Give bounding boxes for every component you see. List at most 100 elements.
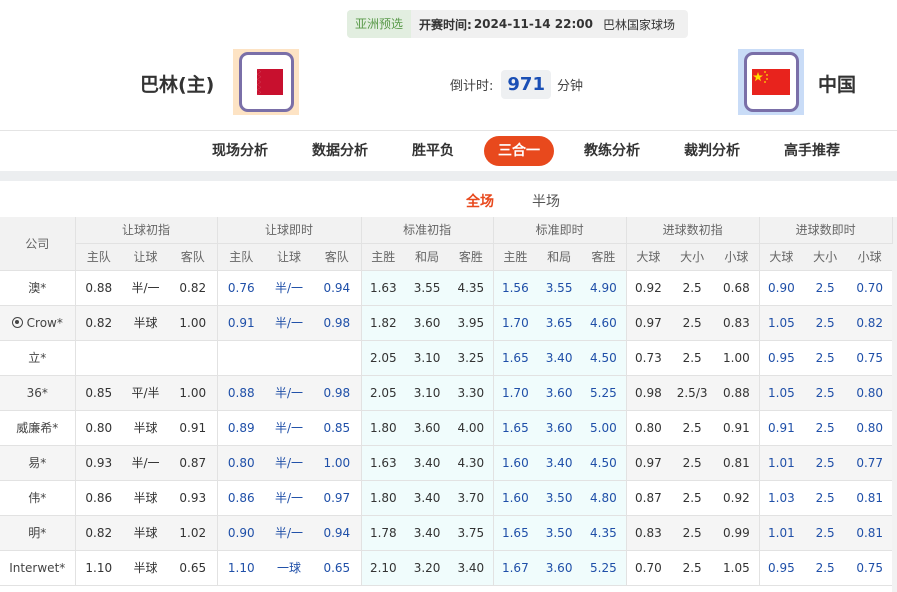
odds-cell[interactable]: 1.65: [492, 340, 538, 376]
odds-cell[interactable]: 0.76: [216, 270, 266, 306]
odds-cell[interactable]: 0.83: [625, 515, 671, 551]
company-cell[interactable]: Interwet*: [0, 550, 75, 586]
odds-cell[interactable]: 2.5: [803, 270, 848, 306]
odds-cell[interactable]: 半/一: [265, 270, 314, 306]
odds-cell[interactable]: 半/一: [265, 445, 314, 481]
odds-cell[interactable]: 0.95: [758, 550, 804, 586]
odds-cell[interactable]: 0.92: [625, 270, 671, 306]
odds-cell[interactable]: [169, 340, 218, 376]
odds-cell[interactable]: 0.80: [216, 445, 266, 481]
odds-cell[interactable]: 0.94: [313, 515, 362, 551]
odds-cell[interactable]: 半/一: [265, 480, 314, 516]
away-team-name[interactable]: 中国: [818, 74, 857, 96]
odds-cell[interactable]: 3.60: [537, 550, 582, 586]
odds-cell[interactable]: 0.93: [169, 480, 218, 516]
odds-cell[interactable]: 3.50: [537, 515, 582, 551]
odds-cell[interactable]: 半/一: [265, 375, 314, 411]
odds-cell[interactable]: [216, 340, 266, 376]
odds-cell[interactable]: 0.98: [313, 375, 362, 411]
odds-cell[interactable]: 2.5: [670, 340, 715, 376]
odds-cell[interactable]: 3.70: [449, 480, 494, 516]
odds-cell[interactable]: 1.80: [360, 410, 406, 446]
odds-cell[interactable]: 0.80: [847, 410, 893, 446]
scrollbar-track[interactable]: [892, 217, 897, 592]
odds-cell[interactable]: 2.5: [803, 445, 848, 481]
odds-cell[interactable]: 一球: [265, 550, 314, 586]
odds-cell[interactable]: 3.60: [405, 410, 450, 446]
nav-win-draw-loss[interactable]: 胜平负: [412, 143, 454, 159]
company-cell[interactable]: 立*: [0, 340, 75, 376]
odds-cell[interactable]: 3.60: [537, 375, 582, 411]
odds-cell[interactable]: 2.10: [360, 550, 406, 586]
odds-cell[interactable]: 0.85: [74, 375, 122, 411]
odds-cell[interactable]: 2.5: [670, 305, 715, 341]
odds-cell[interactable]: 1.63: [360, 270, 406, 306]
odds-cell[interactable]: 1.65: [492, 410, 538, 446]
odds-cell[interactable]: 4.60: [581, 305, 627, 341]
odds-cell[interactable]: 4.50: [581, 445, 627, 481]
odds-cell[interactable]: 2.05: [360, 340, 406, 376]
odds-cell[interactable]: 半/一: [265, 410, 314, 446]
odds-cell[interactable]: 0.93: [74, 445, 122, 481]
table-row[interactable]: Crow* 0.82 半球 1.00 0.91 半/一 0.98 1.82 3.60 3.95 1.…: [0, 305, 893, 341]
odds-cell[interactable]: 半球: [122, 410, 169, 446]
home-team-logo[interactable]: [233, 49, 299, 115]
company-cell[interactable]: Crow*: [0, 305, 75, 341]
company-cell[interactable]: 伟*: [0, 480, 75, 516]
odds-cell[interactable]: 0.88: [714, 375, 760, 411]
odds-cell[interactable]: 0.87: [169, 445, 218, 481]
odds-cell[interactable]: 1.00: [714, 340, 760, 376]
odds-cell[interactable]: 0.86: [216, 480, 266, 516]
odds-cell[interactable]: 0.94: [313, 270, 362, 306]
odds-cell[interactable]: 1.03: [758, 480, 804, 516]
odds-cell[interactable]: 1.56: [492, 270, 538, 306]
odds-cell[interactable]: 0.70: [625, 550, 671, 586]
odds-cell[interactable]: 2.5: [670, 270, 715, 306]
odds-cell[interactable]: 2.5: [670, 515, 715, 551]
odds-cell[interactable]: 2.5: [670, 445, 715, 481]
odds-cell[interactable]: 0.75: [847, 340, 893, 376]
nav-referee-analysis[interactable]: 裁判分析: [684, 143, 740, 159]
company-cell[interactable]: 澳*: [0, 270, 75, 306]
odds-cell[interactable]: 1.05: [758, 375, 804, 411]
odds-cell[interactable]: 3.40: [537, 340, 582, 376]
odds-cell[interactable]: 1.65: [492, 515, 538, 551]
odds-cell[interactable]: 5.00: [581, 410, 627, 446]
odds-cell[interactable]: 0.97: [625, 305, 671, 341]
odds-cell[interactable]: 4.35: [581, 515, 627, 551]
home-team-name[interactable]: 巴林(主): [140, 74, 215, 96]
away-team-logo[interactable]: [738, 49, 804, 115]
odds-cell[interactable]: 0.98: [625, 375, 671, 411]
company-cell[interactable]: 易*: [0, 445, 75, 481]
table-row[interactable]: 易* 0.93 半/一 0.87 0.80 半/一 1.00 1.63 3.40 4.30 1.60…: [0, 445, 893, 481]
odds-cell[interactable]: 3.65: [537, 305, 582, 341]
odds-cell[interactable]: 0.83: [714, 305, 760, 341]
odds-cell[interactable]: 4.90: [581, 270, 627, 306]
league-tag[interactable]: 亚洲预选: [347, 10, 412, 38]
odds-cell[interactable]: 4.35: [449, 270, 494, 306]
table-row[interactable]: 伟* 0.86 半球 0.93 0.86 半/一 0.97 1.80 3.40 3.70 1.60 3…: [0, 480, 893, 516]
odds-cell[interactable]: 半球: [122, 550, 169, 586]
odds-cell[interactable]: 3.30: [449, 375, 494, 411]
odds-cell[interactable]: 1.70: [492, 305, 538, 341]
odds-cell[interactable]: 4.80: [581, 480, 627, 516]
odds-cell[interactable]: 0.97: [313, 480, 362, 516]
odds-cell[interactable]: 0.90: [216, 515, 266, 551]
odds-cell[interactable]: 2.5: [803, 305, 848, 341]
nav-three-in-one[interactable]: 三合一: [484, 136, 554, 166]
odds-cell[interactable]: 3.25: [449, 340, 494, 376]
tab-half-time[interactable]: 半场: [532, 194, 560, 210]
odds-cell[interactable]: 2.5: [803, 515, 848, 551]
odds-cell[interactable]: 0.92: [714, 480, 760, 516]
odds-cell[interactable]: 2.05: [360, 375, 406, 411]
odds-cell[interactable]: 4.30: [449, 445, 494, 481]
odds-cell[interactable]: 0.80: [74, 410, 122, 446]
odds-cell[interactable]: 0.77: [847, 445, 893, 481]
odds-cell[interactable]: 1.05: [714, 550, 760, 586]
odds-cell[interactable]: 4.00: [449, 410, 494, 446]
odds-cell[interactable]: 0.73: [625, 340, 671, 376]
odds-cell[interactable]: 0.65: [169, 550, 218, 586]
odds-cell[interactable]: 0.81: [714, 445, 760, 481]
odds-cell[interactable]: 0.87: [625, 480, 671, 516]
odds-cell[interactable]: 0.82: [74, 515, 122, 551]
